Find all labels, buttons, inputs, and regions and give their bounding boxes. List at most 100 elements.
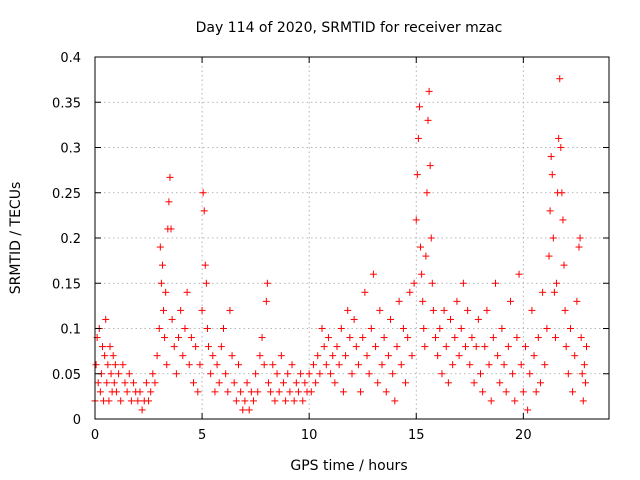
data-point xyxy=(127,397,135,405)
data-point xyxy=(561,306,569,314)
data-point xyxy=(506,297,514,305)
data-point xyxy=(267,388,275,396)
y-axis-title: SRMTID / TECUs xyxy=(8,182,24,295)
data-point xyxy=(199,189,207,197)
data-point xyxy=(194,388,202,396)
data-point xyxy=(534,334,542,342)
data-point xyxy=(151,379,159,387)
data-point xyxy=(455,352,463,360)
data-point xyxy=(442,343,450,351)
data-point xyxy=(269,361,277,369)
data-point xyxy=(536,379,544,387)
data-point xyxy=(123,388,131,396)
data-point xyxy=(335,361,343,369)
data-point xyxy=(273,370,281,378)
data-point xyxy=(254,388,262,396)
data-point xyxy=(422,252,430,260)
data-point xyxy=(566,325,574,332)
data-point xyxy=(410,279,418,287)
data-point xyxy=(440,306,448,314)
data-point xyxy=(167,225,175,233)
data-point xyxy=(166,173,174,181)
x-tick-label: 20 xyxy=(515,428,532,443)
data-point xyxy=(541,361,549,369)
data-point xyxy=(485,361,493,369)
data-point xyxy=(200,207,208,215)
data-point xyxy=(101,352,109,360)
data-point xyxy=(202,279,210,287)
data-point xyxy=(232,397,240,405)
data-point xyxy=(500,361,508,369)
data-point xyxy=(256,352,264,360)
data-point xyxy=(271,397,279,405)
data-point xyxy=(215,379,223,387)
y-tick-label: 0.25 xyxy=(52,187,81,202)
data-point xyxy=(551,334,559,342)
data-point xyxy=(391,397,399,405)
data-point xyxy=(419,297,427,305)
data-point xyxy=(436,325,444,332)
data-point xyxy=(449,361,457,369)
data-point xyxy=(451,334,459,342)
x-tick-label: 15 xyxy=(408,428,425,443)
data-point xyxy=(464,306,472,314)
chart-title: Day 114 of 2020, SRMTID for receiver mza… xyxy=(196,20,503,36)
data-point xyxy=(183,288,191,296)
data-point xyxy=(130,379,138,387)
data-point xyxy=(575,243,583,251)
data-point xyxy=(361,288,369,296)
data-point xyxy=(555,134,563,142)
data-point xyxy=(110,379,118,387)
data-point xyxy=(207,370,215,378)
y-tick-label: 0.35 xyxy=(52,96,81,111)
data-point xyxy=(98,343,106,351)
data-point xyxy=(578,370,586,378)
data-point xyxy=(301,379,309,387)
data-point xyxy=(434,352,442,360)
data-point xyxy=(369,270,377,278)
data-point xyxy=(413,171,421,179)
data-point xyxy=(438,370,446,378)
data-point xyxy=(292,379,300,387)
y-tick-label: 0.3 xyxy=(60,142,81,157)
data-point xyxy=(94,379,102,387)
data-point xyxy=(252,370,260,378)
data-point xyxy=(222,370,230,378)
data-point xyxy=(459,279,467,287)
data-point xyxy=(192,343,200,351)
data-point xyxy=(175,334,183,342)
data-point xyxy=(350,315,358,323)
y-tick-label: 0.2 xyxy=(60,232,81,247)
x-tick-labels: 0 5 10 15 20 xyxy=(91,428,532,443)
data-point xyxy=(447,315,455,323)
data-point xyxy=(136,388,144,396)
data-point xyxy=(307,388,315,396)
data-point xyxy=(560,261,568,269)
data-point xyxy=(376,306,384,314)
data-point xyxy=(550,288,558,296)
data-point xyxy=(504,343,512,351)
data-point xyxy=(352,343,360,351)
y-tick-label: 0.05 xyxy=(52,368,81,383)
data-point xyxy=(546,207,554,215)
data-point xyxy=(372,343,380,351)
data-point xyxy=(342,352,350,360)
data-point xyxy=(515,270,523,278)
data-point xyxy=(290,397,298,405)
data-point xyxy=(524,406,532,414)
data-point xyxy=(134,397,142,405)
data-point xyxy=(211,388,219,396)
data-point xyxy=(513,334,521,342)
data-point xyxy=(481,343,489,351)
data-point xyxy=(203,325,211,332)
data-point xyxy=(380,334,388,342)
data-point xyxy=(387,315,395,323)
data-point xyxy=(530,352,538,360)
data-point xyxy=(444,379,452,387)
data-point xyxy=(549,234,557,242)
data-point xyxy=(163,361,171,369)
data-point xyxy=(420,325,428,332)
data-point xyxy=(96,388,104,396)
data-point xyxy=(209,352,217,360)
